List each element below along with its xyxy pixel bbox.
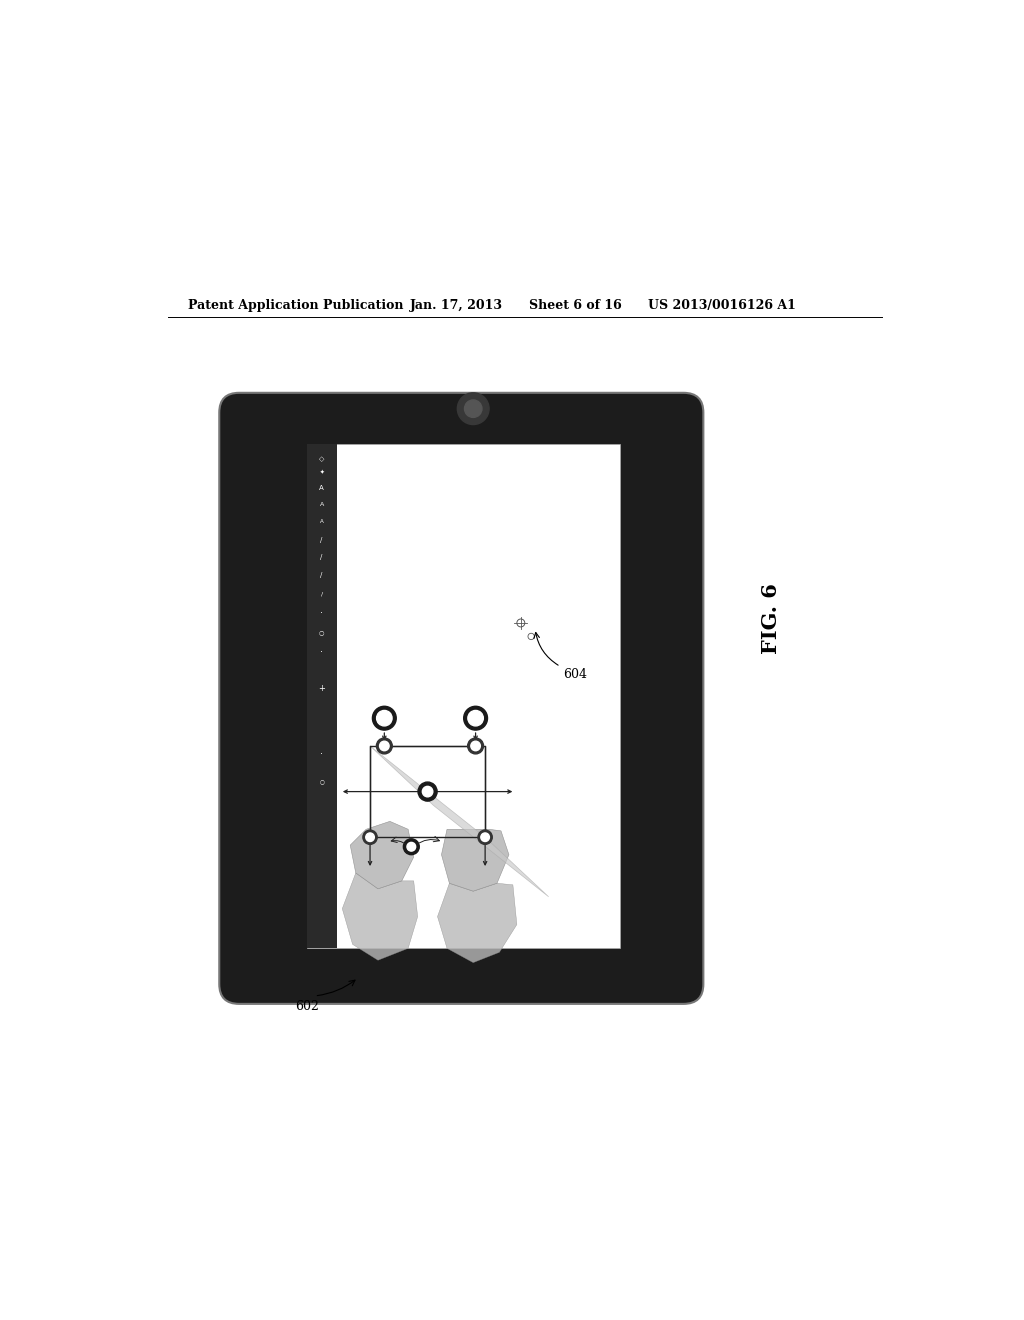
Bar bbox=[306, 445, 337, 948]
Circle shape bbox=[471, 742, 480, 751]
Polygon shape bbox=[350, 821, 414, 888]
Circle shape bbox=[481, 833, 489, 842]
Circle shape bbox=[362, 830, 377, 845]
Circle shape bbox=[418, 781, 437, 801]
Text: 602: 602 bbox=[295, 1001, 318, 1012]
FancyBboxPatch shape bbox=[219, 393, 703, 1005]
Polygon shape bbox=[437, 883, 517, 962]
Text: US 2013/0016126 A1: US 2013/0016126 A1 bbox=[648, 300, 796, 312]
Circle shape bbox=[366, 833, 375, 842]
Text: ✦: ✦ bbox=[319, 470, 324, 475]
Text: Patent Application Publication: Patent Application Publication bbox=[187, 300, 403, 312]
Text: ○: ○ bbox=[319, 779, 324, 784]
Circle shape bbox=[377, 710, 392, 726]
Circle shape bbox=[377, 738, 392, 754]
Circle shape bbox=[407, 842, 416, 851]
Text: /: / bbox=[321, 591, 323, 597]
Text: ·: · bbox=[321, 647, 324, 657]
Circle shape bbox=[373, 706, 396, 730]
Circle shape bbox=[380, 742, 389, 751]
Polygon shape bbox=[370, 746, 549, 896]
Bar bbox=[370, 746, 485, 837]
Polygon shape bbox=[342, 873, 418, 960]
Circle shape bbox=[403, 838, 419, 854]
Text: ·: · bbox=[321, 607, 324, 618]
Text: /: / bbox=[321, 554, 323, 560]
Text: Jan. 17, 2013: Jan. 17, 2013 bbox=[410, 300, 503, 312]
Text: Sheet 6 of 16: Sheet 6 of 16 bbox=[528, 300, 622, 312]
Bar bbox=[306, 445, 621, 948]
Text: FIG. 6: FIG. 6 bbox=[761, 583, 781, 655]
Text: A: A bbox=[319, 484, 324, 491]
Circle shape bbox=[478, 830, 493, 845]
Text: A: A bbox=[319, 519, 324, 524]
Text: 604: 604 bbox=[563, 668, 587, 681]
Text: ·: · bbox=[321, 748, 324, 759]
Circle shape bbox=[468, 738, 483, 754]
Circle shape bbox=[468, 710, 483, 726]
Circle shape bbox=[465, 400, 482, 417]
Text: +: + bbox=[318, 684, 325, 693]
Circle shape bbox=[422, 787, 433, 797]
Circle shape bbox=[464, 706, 487, 730]
Text: /: / bbox=[321, 537, 323, 543]
Text: /: / bbox=[321, 572, 323, 578]
Text: ◇: ◇ bbox=[318, 455, 325, 462]
Text: ○: ○ bbox=[318, 630, 325, 635]
Polygon shape bbox=[441, 829, 509, 891]
Text: A: A bbox=[319, 502, 324, 507]
Circle shape bbox=[458, 393, 489, 425]
